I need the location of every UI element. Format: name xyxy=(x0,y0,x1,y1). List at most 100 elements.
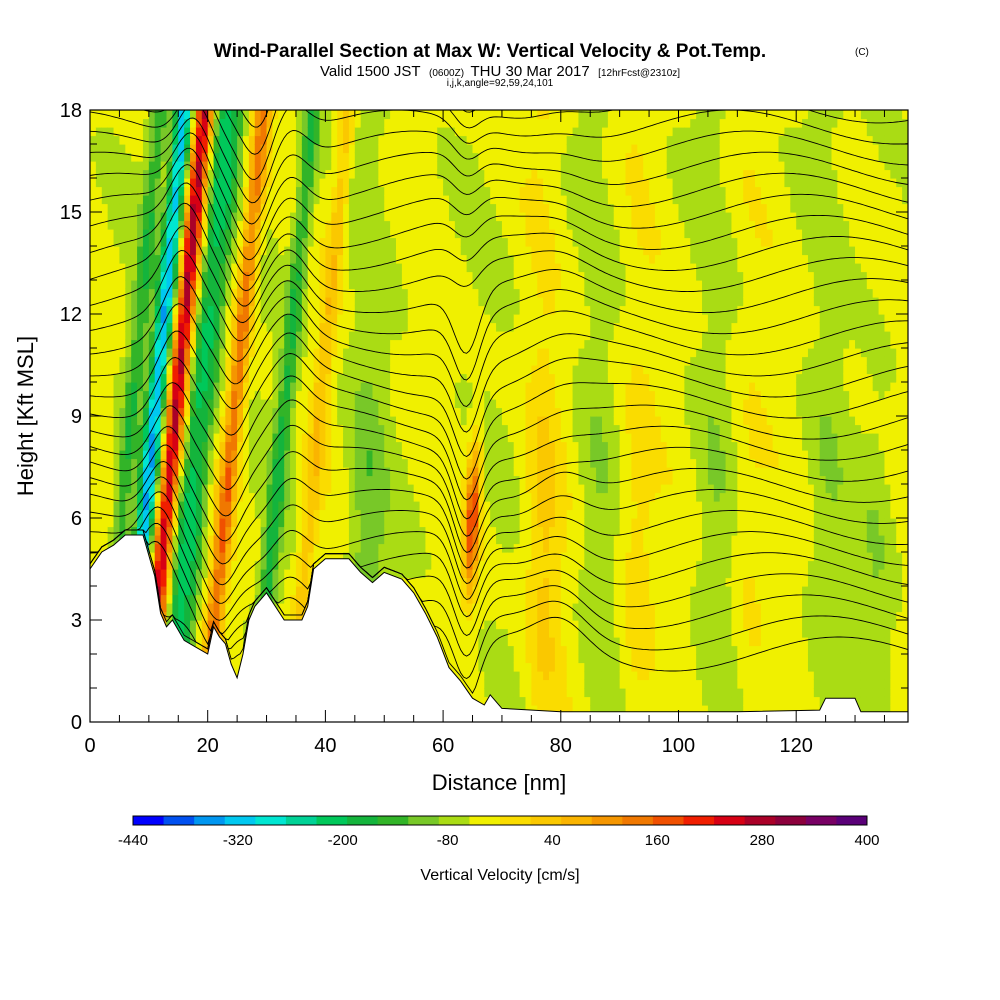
w-cell xyxy=(213,543,221,553)
w-cell xyxy=(490,679,497,689)
w-cell xyxy=(413,433,421,443)
w-cell xyxy=(343,178,350,188)
w-cell xyxy=(478,501,485,511)
w-cell xyxy=(431,305,438,315)
w-cell xyxy=(478,178,485,188)
w-cell xyxy=(101,382,109,392)
w-cell xyxy=(190,365,197,375)
w-cell xyxy=(142,475,150,485)
w-cell xyxy=(295,237,303,247)
w-cell xyxy=(448,518,456,528)
w-cell xyxy=(343,271,350,281)
w-cell xyxy=(225,178,232,188)
w-cell xyxy=(284,382,291,392)
w-cell xyxy=(119,424,126,434)
w-cell xyxy=(166,356,173,366)
w-cell xyxy=(401,161,409,171)
w-cell xyxy=(331,314,338,324)
w-cell xyxy=(248,543,256,553)
w-cell xyxy=(348,433,356,443)
w-cell xyxy=(142,314,150,324)
w-cell xyxy=(190,178,197,188)
w-cell xyxy=(101,509,109,519)
w-cell xyxy=(343,297,350,307)
w-cell xyxy=(472,212,479,222)
w-cell xyxy=(354,492,362,502)
w-cell xyxy=(390,484,397,494)
w-cell xyxy=(278,586,285,596)
w-cell xyxy=(272,441,279,451)
w-cell xyxy=(490,348,497,358)
w-cell xyxy=(407,348,415,358)
w-cell xyxy=(190,322,197,332)
w-cell xyxy=(125,237,132,247)
title-mark: (C) xyxy=(855,47,869,58)
w-cell xyxy=(219,365,226,375)
w-cell xyxy=(425,458,432,468)
w-cell xyxy=(290,322,297,332)
w-cell xyxy=(131,127,138,137)
w-cell xyxy=(201,178,209,188)
w-cell xyxy=(407,441,415,451)
w-cell xyxy=(437,552,444,562)
w-cell xyxy=(413,152,421,162)
w-cell xyxy=(401,365,409,375)
w-cell xyxy=(260,382,268,392)
w-cell xyxy=(484,212,491,222)
w-cell xyxy=(319,416,326,426)
w-cell xyxy=(178,288,185,298)
w-cell xyxy=(401,424,409,434)
w-cell xyxy=(407,407,415,417)
w-cell xyxy=(184,212,191,222)
w-cell xyxy=(337,254,344,264)
w-cell xyxy=(319,305,326,315)
w-cell xyxy=(472,195,479,205)
w-cell xyxy=(301,441,309,451)
w-cell xyxy=(443,212,450,222)
w-cell xyxy=(490,637,497,647)
w-cell xyxy=(219,118,226,128)
w-cell xyxy=(331,552,338,562)
w-cell xyxy=(437,611,444,621)
w-cell xyxy=(490,263,497,273)
w-cell xyxy=(372,484,379,494)
w-cell xyxy=(460,484,468,494)
w-cell xyxy=(195,424,203,434)
w-cell xyxy=(237,263,244,273)
w-cell xyxy=(295,254,303,264)
w-cell xyxy=(478,195,485,205)
w-cell xyxy=(201,220,209,230)
w-cell xyxy=(307,161,315,171)
w-cell xyxy=(354,288,362,298)
w-cell xyxy=(472,280,479,290)
w-cell xyxy=(101,407,109,417)
w-cell xyxy=(201,467,209,477)
w-cell xyxy=(178,305,185,315)
w-cell xyxy=(325,356,332,366)
w-cell xyxy=(213,118,221,128)
w-cell xyxy=(466,560,474,570)
w-cell xyxy=(142,509,150,519)
w-cell xyxy=(213,220,221,230)
w-cell xyxy=(466,152,474,162)
w-cell xyxy=(172,535,179,545)
w-cell xyxy=(443,135,450,145)
w-cell xyxy=(443,467,450,477)
w-cell xyxy=(331,433,338,443)
w-cell xyxy=(113,535,121,545)
w-cell xyxy=(190,373,197,383)
w-cell xyxy=(419,246,427,256)
w-cell xyxy=(366,127,374,137)
w-cell xyxy=(295,314,303,324)
w-cell xyxy=(166,118,173,128)
w-cell xyxy=(119,458,126,468)
w-cell xyxy=(413,135,421,145)
w-cell xyxy=(201,390,209,400)
w-cell xyxy=(166,594,173,604)
w-cell xyxy=(201,331,209,341)
w-cell xyxy=(490,628,497,638)
w-cell xyxy=(448,280,456,290)
w-cell xyxy=(437,186,444,196)
w-cell xyxy=(431,484,438,494)
w-cell xyxy=(231,611,238,621)
